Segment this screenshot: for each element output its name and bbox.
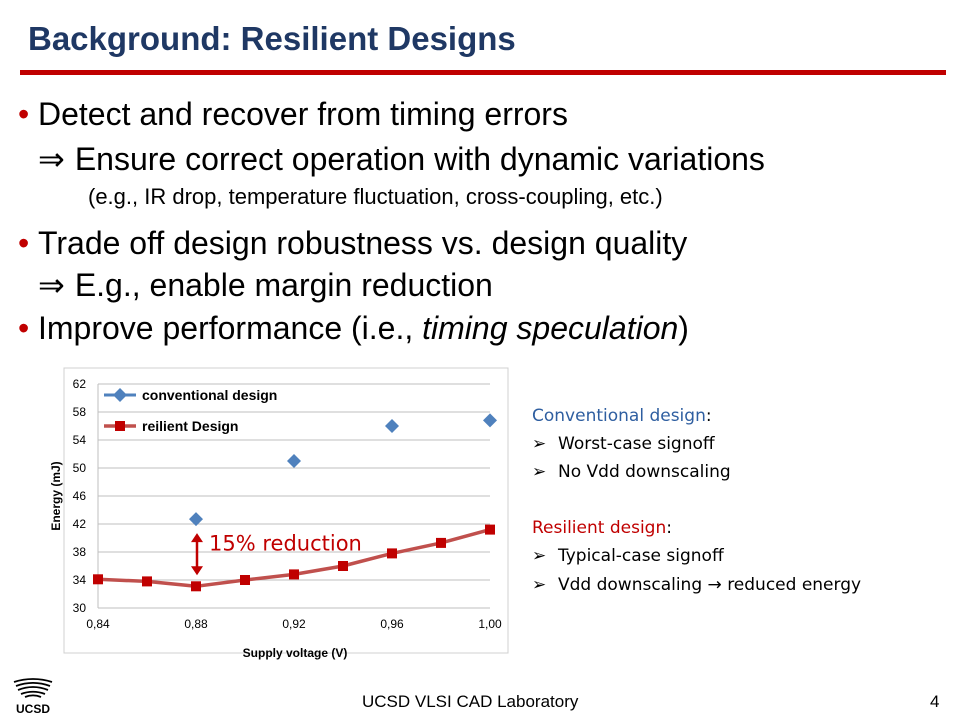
bullet-3: Improve performance (i.e., timing specul…	[38, 310, 689, 347]
resilient-title: Resilient design	[532, 518, 667, 538]
resilient-item: ➢ Typical-case signoff	[532, 546, 724, 566]
energy-chart: 30 34 38 42 46 50 54 58 62 0,84 0,88 0,92 0,96 1,00 Su…	[0, 360, 520, 670]
sub-bullet-1-text: Ensure correct operation with dynamic va…	[74, 141, 765, 177]
x-tick-label: 0,88	[184, 617, 208, 631]
annotation-arrowhead-up	[191, 533, 203, 543]
conventional-item-text: Worst-case signoff	[558, 434, 715, 454]
energy-chart-svg: 30 34 38 42 46 50 54 58 62 0,84 0,88 0,92 0,96 1,00 Su…	[49, 367, 509, 660]
slide-title: Background: Resilient Designs	[28, 20, 516, 57]
y-tick-label: 42	[73, 517, 87, 531]
data-point	[191, 581, 201, 592]
title-underline	[20, 70, 946, 75]
data-point	[287, 454, 301, 468]
implies-symbol: ⇒	[38, 141, 65, 177]
y-axis-label: Energy (mJ)	[49, 461, 63, 530]
x-tick-label: 0,92	[282, 617, 306, 631]
bullet-3-close: )	[678, 310, 689, 346]
conventional-title: Conventional design	[532, 406, 706, 426]
footer-lab-name: UCSD VLSI CAD Laboratory	[362, 692, 579, 711]
resilient-item-text: Vdd downscaling	[558, 575, 703, 595]
data-point	[387, 548, 397, 559]
resilient-item-text: Typical-case signoff	[558, 546, 724, 566]
bullet-1: Detect and recover from timing errors	[38, 96, 568, 132]
sub-bullet-1-example: (e.g., IR drop, temperature fluctuation,…	[88, 184, 663, 209]
arrow-bullet-icon: ➢	[532, 462, 547, 482]
conventional-heading: Conventional design:	[532, 406, 712, 426]
bullet-3-italic: timing speculation	[422, 310, 679, 346]
legend-label: reilient Design	[142, 418, 238, 434]
page-number: 4	[930, 692, 940, 711]
bullet-list: • Detect and recover from timing errors …	[18, 96, 765, 347]
bullet-2: Trade off design robustness vs. design q…	[38, 225, 688, 261]
data-point	[240, 575, 250, 585]
ucsd-logo: UCSD	[13, 678, 53, 716]
bullet-dot: •	[18, 96, 30, 132]
data-point	[189, 512, 203, 527]
sub-bullet-2-text: E.g., enable margin reduction	[74, 267, 493, 303]
y-tick-label: 58	[73, 405, 87, 419]
data-point	[385, 419, 399, 433]
conventional-item-text: No Vdd downscaling	[558, 462, 731, 482]
resilient-item: ➢ Vdd downscaling → reduced energy	[532, 575, 861, 595]
data-point	[436, 537, 446, 548]
conventional-item: ➢ No Vdd downscaling	[532, 462, 731, 482]
legend-marker	[113, 388, 127, 402]
bullet-dot: •	[18, 310, 30, 346]
conventional-item: ➢ Worst-case signoff	[532, 434, 715, 454]
x-tick-label: 0,96	[380, 617, 404, 631]
colon: :	[666, 518, 672, 538]
data-point	[142, 576, 152, 587]
bullet-dot: •	[18, 225, 30, 261]
data-point	[93, 574, 103, 585]
sub-bullet-2: ⇒ E.g., enable margin reduction	[38, 266, 493, 304]
legend-label: conventional design	[142, 387, 277, 403]
y-tick-label: 50	[73, 461, 87, 475]
y-tick-label: 30	[73, 601, 87, 615]
data-point	[483, 413, 497, 428]
legend-marker	[115, 421, 125, 431]
x-tick-label: 0,84	[86, 617, 110, 631]
resilient-heading: Resilient design:	[532, 518, 672, 538]
annotation-arrowhead-down	[191, 566, 203, 576]
arrow-bullet-icon: ➢	[532, 575, 547, 595]
x-axis-label: Supply voltage (V)	[243, 646, 348, 660]
y-tick-label: 54	[73, 433, 87, 447]
data-point	[338, 561, 348, 571]
right-arrow-icon: →	[707, 575, 722, 595]
colon: :	[705, 406, 712, 426]
x-tick-label: 1,00	[478, 617, 502, 631]
data-point	[485, 524, 495, 535]
data-point	[289, 569, 299, 580]
sub-bullet-1: ⇒ Ensure correct operation with dynamic v…	[38, 140, 765, 178]
resilient-item-text: reduced energy	[727, 575, 862, 595]
y-tick-label: 46	[73, 489, 87, 503]
annotation-label: 15% reduction	[209, 531, 362, 555]
arrow-bullet-icon: ➢	[532, 434, 547, 454]
implies-symbol: ⇒	[38, 267, 65, 303]
chart-frame	[63, 367, 509, 654]
arrow-bullet-icon: ➢	[532, 546, 547, 566]
logo-text: UCSD	[16, 702, 50, 716]
y-tick-label: 38	[73, 545, 87, 559]
y-tick-label: 34	[73, 573, 87, 587]
y-tick-label: 62	[73, 377, 87, 391]
bullet-3-text: Improve performance (i.e.,	[38, 310, 423, 346]
